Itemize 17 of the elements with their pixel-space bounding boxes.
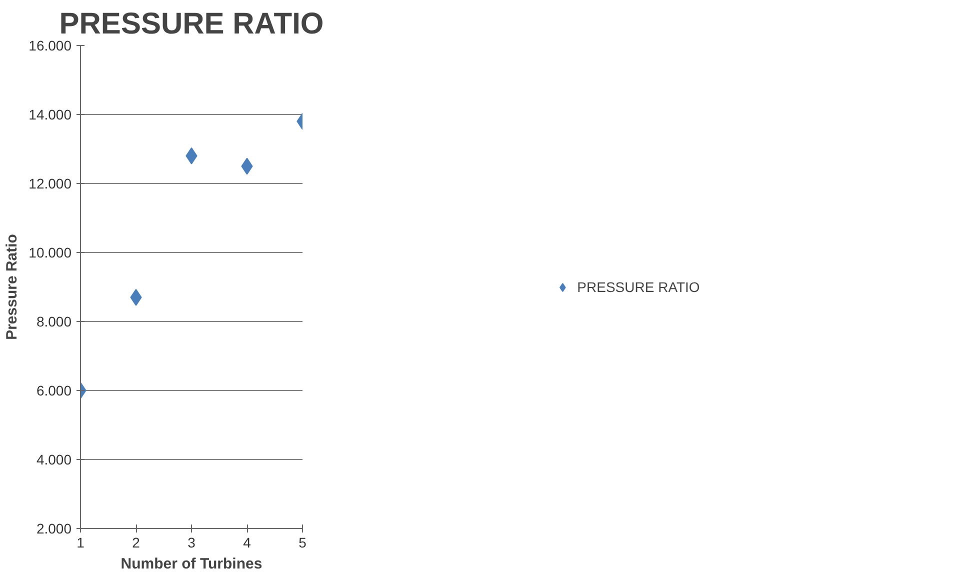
- y-tick-label: 4.000: [36, 452, 72, 468]
- y-tick-label: 6.000: [36, 382, 72, 398]
- x-tick-label: 5: [298, 534, 307, 550]
- x-tick-label: 3: [188, 534, 196, 550]
- x-axis-title: Number of Turbines: [120, 556, 262, 572]
- x-tick-label: 2: [132, 534, 140, 550]
- y-tick-label: 12.000: [28, 176, 72, 192]
- legend-label: PRESSURE RATIO: [577, 278, 700, 294]
- y-tick-label: 8.000: [36, 314, 72, 330]
- y-axis-title: Pressure Ratio: [4, 234, 21, 340]
- y-tick-label: 14.000: [28, 106, 72, 122]
- y-tick-label: 10.000: [28, 244, 72, 260]
- chart-title: PRESSURE RATIO: [59, 8, 324, 40]
- y-tick-label: 2.000: [36, 520, 72, 536]
- y-tick-label: 16.000: [28, 38, 72, 54]
- x-tick-label: 4: [243, 534, 252, 550]
- x-tick-label: 1: [76, 534, 85, 550]
